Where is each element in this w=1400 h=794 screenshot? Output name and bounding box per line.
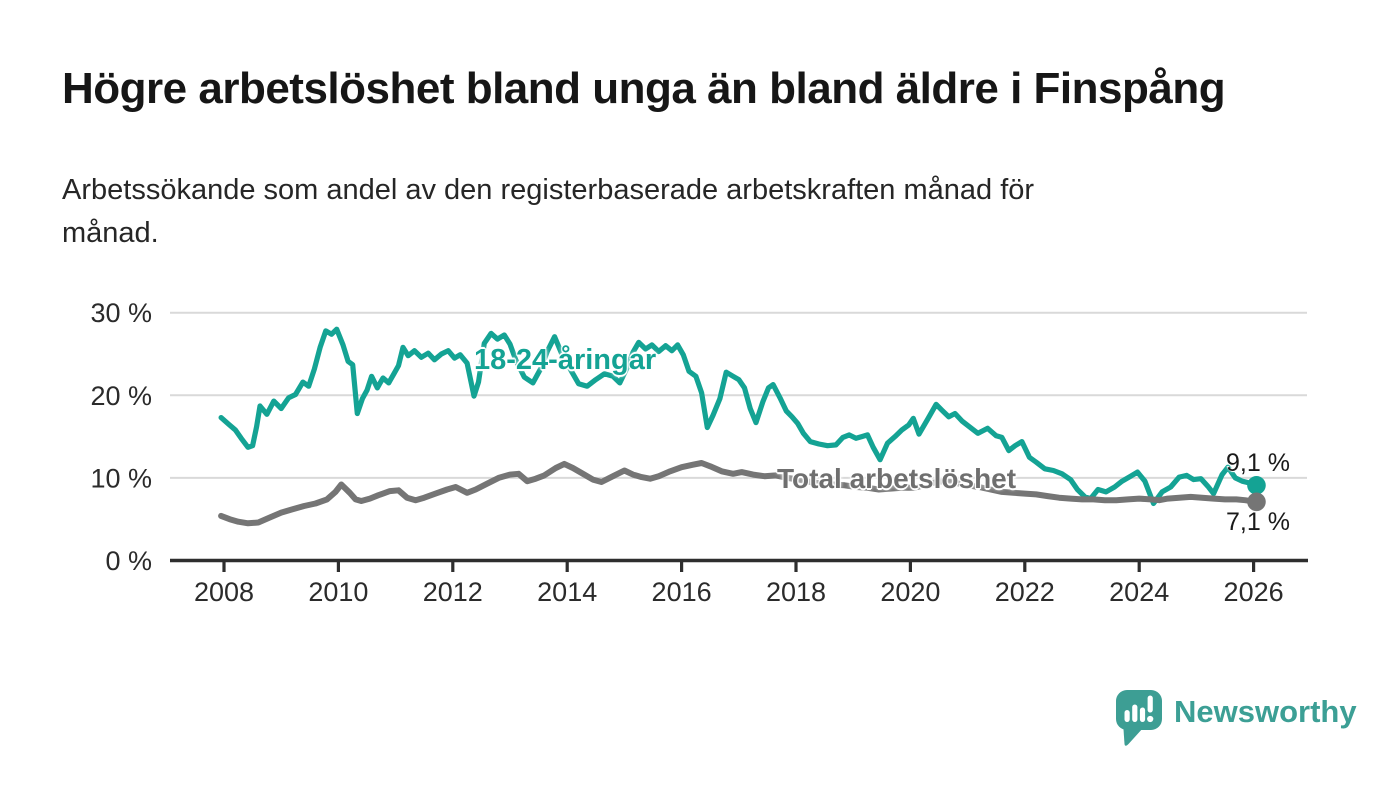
newsworthy-logo-icon: [1116, 690, 1162, 746]
y-tick-label-20: 20 %: [90, 381, 152, 411]
y-tick-label-30: 30 %: [90, 298, 152, 328]
x-tick-label-2014: 2014: [537, 577, 597, 607]
x-tick-label-2016: 2016: [652, 577, 712, 607]
x-tick-label-2024: 2024: [1109, 577, 1169, 607]
page-title: Högre arbetslöshet bland unga än bland ä…: [62, 64, 1226, 113]
end-dot-18-24: [1247, 476, 1266, 495]
series-label-total: Total arbetslöshet: [777, 463, 1017, 494]
x-tick-label-2012: 2012: [423, 577, 483, 607]
y-tick-label-0: 0 %: [105, 546, 152, 576]
x-tick-label-2026: 2026: [1224, 577, 1284, 607]
x-tick-label-2008: 2008: [194, 577, 254, 607]
y-tick-label-10: 10 %: [90, 463, 152, 493]
page-subtitle: Arbetssökande som andel av den registerb…: [62, 169, 1262, 255]
series-line-total: [218, 460, 1260, 527]
x-tick-label-2010: 2010: [308, 577, 368, 607]
brand-name: Newsworthy: [1174, 694, 1357, 729]
series-label-18-24: 18-24-åringar: [474, 344, 657, 376]
end-dot-total: [1247, 492, 1266, 512]
x-tick-label-2018: 2018: [766, 577, 826, 607]
x-tick-label-2020: 2020: [880, 577, 940, 607]
series-line-18-24: [218, 326, 1260, 507]
end-value-label-18-24: 9,1 %: [1226, 449, 1290, 477]
end-value-label-total: 7,1 %: [1226, 508, 1290, 536]
x-tick-label-2022: 2022: [995, 577, 1055, 607]
subtitle-line-1: Arbetssökande som andel av den registerb…: [62, 174, 1035, 206]
subtitle-line-2: månad.: [62, 217, 159, 249]
newsworthy-brand: Newsworthy: [1114, 688, 1357, 750]
